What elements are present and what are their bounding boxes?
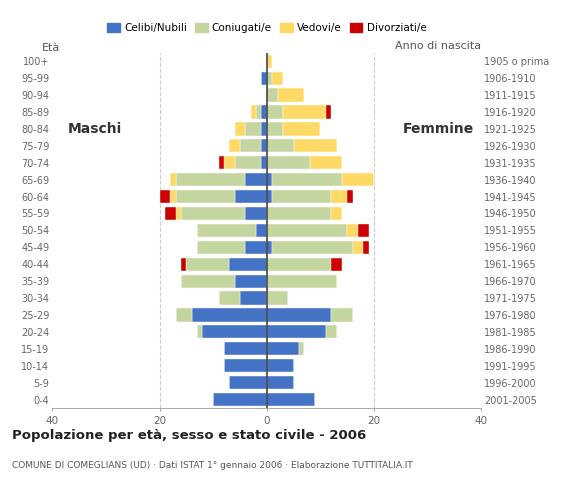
Bar <box>224 156 234 169</box>
Bar <box>176 308 191 322</box>
Bar <box>267 308 331 322</box>
Bar <box>331 190 347 203</box>
Bar <box>256 106 262 119</box>
Bar <box>224 342 267 355</box>
Bar <box>176 207 181 220</box>
Bar <box>245 173 267 186</box>
Legend: Celibi/Nubili, Coniugati/e, Vedovi/e, Divorziati/e: Celibi/Nubili, Coniugati/e, Vedovi/e, Di… <box>103 19 430 37</box>
Bar <box>234 122 245 135</box>
Bar <box>234 275 267 288</box>
Bar <box>267 190 272 203</box>
Bar <box>326 106 331 119</box>
Bar <box>176 190 234 203</box>
Bar <box>191 308 267 322</box>
Bar <box>165 207 176 220</box>
Bar <box>347 224 358 237</box>
Bar <box>256 224 267 237</box>
Text: Maschi: Maschi <box>68 122 122 136</box>
Bar <box>262 139 267 153</box>
Bar <box>267 291 288 305</box>
Bar <box>283 106 326 119</box>
Bar <box>267 55 272 68</box>
Bar <box>267 275 336 288</box>
Bar <box>186 258 229 271</box>
Bar <box>310 156 342 169</box>
Text: Età: Età <box>42 43 60 53</box>
Bar <box>229 376 267 389</box>
Bar <box>326 325 336 338</box>
Bar <box>267 393 315 406</box>
Text: Popolazione per età, sesso e stato civile - 2006: Popolazione per età, sesso e stato civil… <box>12 429 366 442</box>
Bar <box>251 106 256 119</box>
Bar <box>267 376 293 389</box>
Bar <box>262 156 267 169</box>
Bar <box>197 224 256 237</box>
Bar <box>262 122 267 135</box>
Bar <box>272 173 342 186</box>
Bar <box>272 72 283 85</box>
Bar <box>363 240 369 254</box>
Text: COMUNE DI COMEGLIANS (UD) · Dati ISTAT 1° gennaio 2006 · Elaborazione TUTTITALIA: COMUNE DI COMEGLIANS (UD) · Dati ISTAT 1… <box>12 461 412 470</box>
Bar <box>245 122 262 135</box>
Bar <box>219 156 224 169</box>
Bar <box>229 139 240 153</box>
Bar <box>240 139 262 153</box>
Bar <box>176 173 245 186</box>
Bar <box>267 173 272 186</box>
Bar <box>299 342 305 355</box>
Bar <box>197 240 245 254</box>
Text: Anno di nascita: Anno di nascita <box>396 41 481 51</box>
Bar <box>347 190 353 203</box>
Bar <box>262 72 267 85</box>
Bar <box>267 139 293 153</box>
Bar <box>267 156 310 169</box>
Bar <box>267 88 278 102</box>
Bar <box>278 88 304 102</box>
Bar <box>213 393 267 406</box>
Bar <box>245 240 267 254</box>
Bar <box>267 240 272 254</box>
Bar <box>197 325 202 338</box>
Bar <box>245 207 267 220</box>
Bar <box>331 207 342 220</box>
Bar <box>234 156 262 169</box>
Bar <box>202 325 267 338</box>
Bar <box>272 240 353 254</box>
Text: Femmine: Femmine <box>403 122 474 136</box>
Bar <box>267 342 299 355</box>
Bar <box>358 224 369 237</box>
Bar <box>267 359 293 372</box>
Bar <box>224 359 267 372</box>
Bar <box>181 207 245 220</box>
Bar <box>262 106 267 119</box>
Bar <box>267 72 272 85</box>
Bar <box>267 325 326 338</box>
Bar <box>272 190 331 203</box>
Bar <box>160 190 171 203</box>
Bar <box>331 258 342 271</box>
Bar <box>240 291 267 305</box>
Bar <box>181 258 186 271</box>
Bar <box>181 275 234 288</box>
Bar <box>331 308 353 322</box>
Bar <box>267 258 331 271</box>
Bar <box>171 190 176 203</box>
Bar <box>267 122 283 135</box>
Bar <box>342 173 374 186</box>
Bar <box>267 224 347 237</box>
Bar <box>267 207 331 220</box>
Bar <box>267 106 283 119</box>
Bar <box>353 240 363 254</box>
Bar <box>219 291 240 305</box>
Bar <box>229 258 267 271</box>
Bar <box>171 173 176 186</box>
Bar <box>283 122 320 135</box>
Bar <box>234 190 267 203</box>
Bar <box>293 139 336 153</box>
